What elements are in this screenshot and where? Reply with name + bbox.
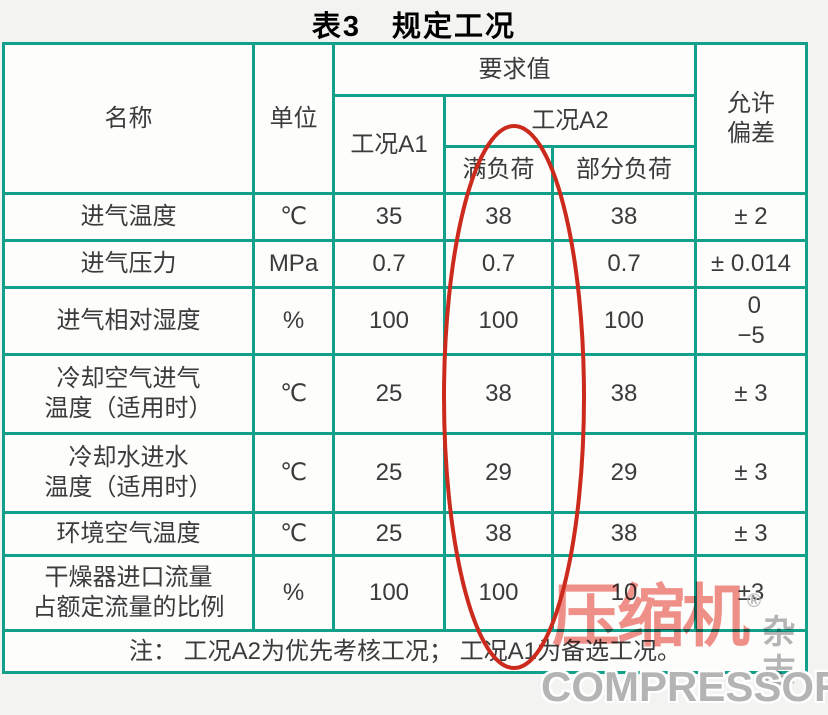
row-deviation: ± 3 [694, 353, 808, 435]
row-deviation: ±3 [694, 554, 808, 632]
row-a1-value: 100 [332, 554, 446, 632]
table-row: 环境空气温度 ℃ 25 38 38 ± 3 [2, 511, 808, 557]
row-a2-partial-value: 29 [551, 432, 697, 514]
row-deviation: ± 3 [694, 511, 808, 557]
row-unit: ℃ [252, 511, 335, 557]
table-note: 注： 工况A2为优先考核工况； 工况A1为备选工况。 [2, 629, 808, 674]
row-a2-partial-value: 0.7 [551, 239, 697, 289]
row-name: 干燥器进口流量 占额定流量的比例 [2, 554, 255, 632]
row-a1-value: 0.7 [332, 239, 446, 289]
table-row: 进气温度 ℃ 35 38 38 ± 2 [2, 192, 808, 242]
table-row: 进气压力 MPa 0.7 0.7 0.7 ± 0.014 [2, 239, 808, 289]
row-a2-full-value: 100 [443, 286, 554, 356]
row-a2-full-value: 100 [443, 554, 554, 632]
row-a1-value: 35 [332, 192, 446, 242]
row-unit: ℃ [252, 353, 335, 435]
row-a2-full-value: 38 [443, 192, 554, 242]
header-partial-load: 部分负荷 [551, 145, 697, 195]
row-unit: ℃ [252, 432, 335, 514]
row-unit: ℃ [252, 192, 335, 242]
watermark-brand-text: 压缩机 [552, 579, 750, 655]
header-unit: 单位 [252, 42, 335, 195]
row-a2-full-value: 38 [443, 511, 554, 557]
row-name: 环境空气温度 [2, 511, 255, 557]
row-a1-value: 25 [332, 511, 446, 557]
table-row: 冷却空气进气 温度（适用时） ℃ 25 38 38 ± 3 [2, 353, 808, 435]
row-deviation: ± 3 [694, 432, 808, 514]
header-allowed-deviation: 允许 偏差 [694, 42, 808, 195]
row-name: 冷却空气进气 温度（适用时） [2, 353, 255, 435]
watermark-vertical-text: 杂志 [758, 614, 795, 692]
registered-trademark-icon: ® [747, 591, 761, 612]
table-row: 进气相对湿度 % 100 100 100 0 −5 [2, 286, 808, 356]
row-name: 进气压力 [2, 239, 255, 289]
row-name: 进气相对湿度 [2, 286, 255, 356]
row-unit: MPa [252, 239, 335, 289]
row-name: 冷却水进水 温度（适用时） [2, 432, 255, 514]
row-unit: % [252, 554, 335, 632]
header-condition-a2: 工况A2 [443, 94, 697, 148]
row-a2-full-value: 0.7 [443, 239, 554, 289]
table-title: 表3 规定工况 [311, 11, 517, 43]
row-a2-partial-value: 38 [551, 192, 697, 242]
row-a1-value: 100 [332, 286, 446, 356]
row-unit: % [252, 286, 335, 356]
row-a2-partial-value: 100 [551, 286, 697, 356]
row-a2-full-value: 38 [443, 353, 554, 435]
header-condition-a1: 工况A1 [332, 94, 446, 195]
row-a2-full-value: 29 [443, 432, 554, 514]
spec-table: 名称 单位 要求值 允许 偏差 工况A1 工况A2 满负荷 部分负荷 进气温度 … [2, 42, 808, 674]
header-name: 名称 [2, 42, 255, 195]
watermark-latin-text: COMPRESSOR [541, 663, 828, 710]
row-a1-value: 25 [332, 353, 446, 435]
row-deviation: ± 0.014 [694, 239, 808, 289]
row-deviation: ± 2 [694, 192, 808, 242]
header-full-load: 满负荷 [443, 145, 554, 195]
row-name: 进气温度 [2, 192, 255, 242]
row-a2-partial-value: 38 [551, 353, 697, 435]
row-deviation: 0 −5 [694, 286, 808, 356]
row-a1-value: 25 [332, 432, 446, 514]
table-row: 冷却水进水 温度（适用时） ℃ 25 29 29 ± 3 [2, 432, 808, 514]
row-a2-partial-value: 38 [551, 511, 697, 557]
header-required-value: 要求值 [332, 42, 697, 97]
